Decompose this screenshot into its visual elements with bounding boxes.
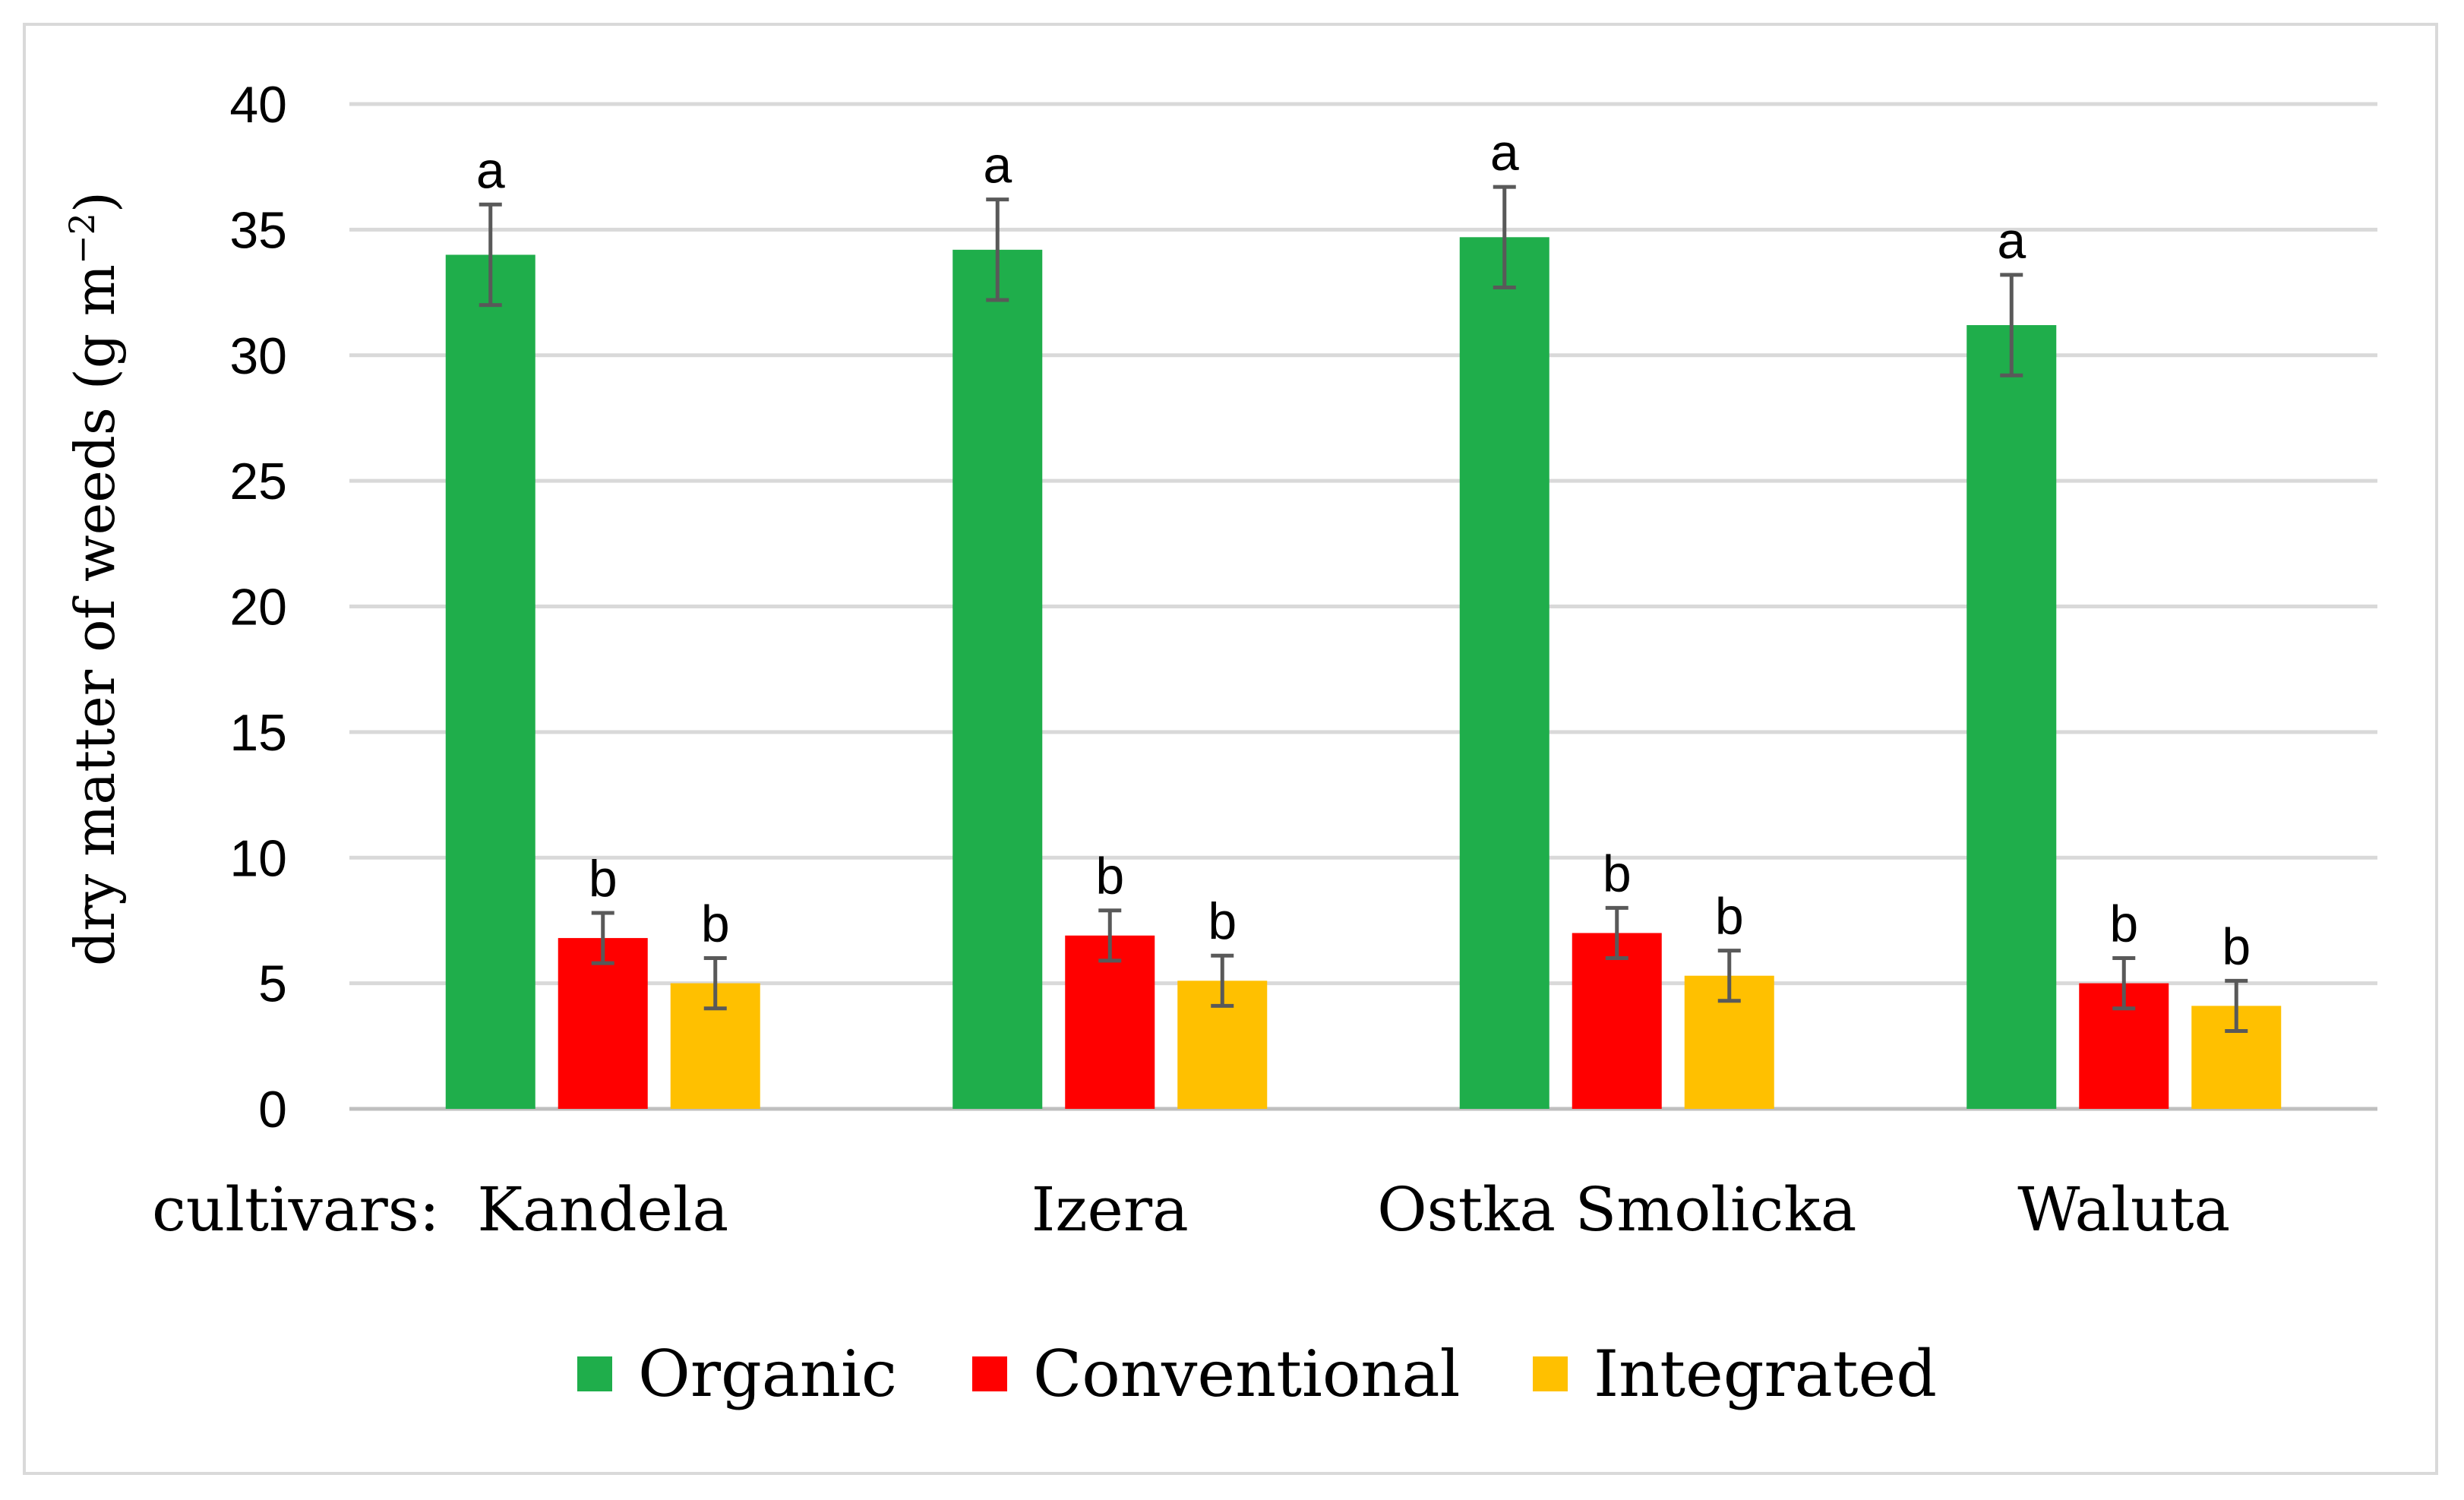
error-bar <box>1717 949 1741 1003</box>
error-bars <box>479 185 2248 1033</box>
significance-letter: a <box>1490 124 1519 182</box>
category-label: Waluta <box>2017 1174 2230 1245</box>
legend-label: Integrated <box>1594 1337 1937 1411</box>
category-label: Izera <box>1031 1174 1189 1245</box>
legend: Organic Conventional Integrated <box>577 1337 1937 1411</box>
significance-letter: b <box>1715 888 1744 946</box>
error-bar <box>1493 185 1516 289</box>
significance-letter: b <box>589 850 618 908</box>
y-tick-label: 30 <box>229 327 287 385</box>
y-tick-label: 15 <box>229 704 287 762</box>
y-tick-label: 10 <box>229 829 287 887</box>
y-tick-label: 5 <box>258 955 287 1013</box>
gridlines <box>349 102 2377 1111</box>
legend-label: Conventional <box>1033 1337 1460 1411</box>
category-label: Kandela <box>477 1174 728 1245</box>
bar <box>952 249 1043 1110</box>
bar <box>1572 933 1662 1109</box>
y-tick-labels: 0 5 10 15 20 25 30 35 40 <box>229 76 287 1138</box>
y-tick-label: 20 <box>229 579 287 636</box>
error-bar <box>2000 273 2023 377</box>
legend-swatch <box>972 1356 1007 1391</box>
error-bar <box>591 911 614 965</box>
bar <box>1065 935 1155 1109</box>
significance-letter: b <box>1603 845 1632 902</box>
legend-label: Organic <box>638 1337 897 1411</box>
y-tick-label: 0 <box>258 1081 287 1138</box>
significance-letters: a b b a b b a b b a b b <box>476 124 2251 975</box>
error-bar <box>2225 978 2248 1033</box>
y-tick-label: 35 <box>229 201 287 259</box>
legend-swatch <box>1533 1356 1568 1391</box>
significance-letter: a <box>1997 212 2026 270</box>
bar <box>445 254 535 1110</box>
y-tick-label: 40 <box>229 76 287 134</box>
error-bar <box>1098 908 1122 963</box>
error-bar <box>1605 905 1628 961</box>
category-labels: Kandela Izera Ostka Smolicka Waluta <box>477 1174 2230 1245</box>
significance-letter: b <box>2109 895 2138 953</box>
bars <box>445 237 2282 1110</box>
significance-letter: b <box>2222 917 2251 975</box>
x-axis-prefix: cultivars: <box>152 1174 440 1245</box>
y-axis-label: dry matter of weeds (g m−2) <box>62 191 127 966</box>
significance-letter: a <box>983 137 1012 194</box>
significance-letter: b <box>701 895 730 953</box>
bar <box>1966 325 2057 1109</box>
category-label: Ostka Smolicka <box>1377 1174 1856 1245</box>
bar <box>1459 237 1549 1109</box>
significance-letter: a <box>476 141 505 199</box>
error-bar <box>2112 956 2136 1011</box>
error-bar <box>703 956 727 1011</box>
significance-letter: b <box>1095 848 1124 905</box>
significance-letter: b <box>1208 892 1237 950</box>
error-bar <box>1211 953 1234 1008</box>
bar <box>558 938 648 1109</box>
error-bar <box>479 202 502 308</box>
legend-swatch <box>577 1356 612 1391</box>
y-tick-label: 25 <box>229 453 287 510</box>
error-bar <box>986 197 1009 302</box>
